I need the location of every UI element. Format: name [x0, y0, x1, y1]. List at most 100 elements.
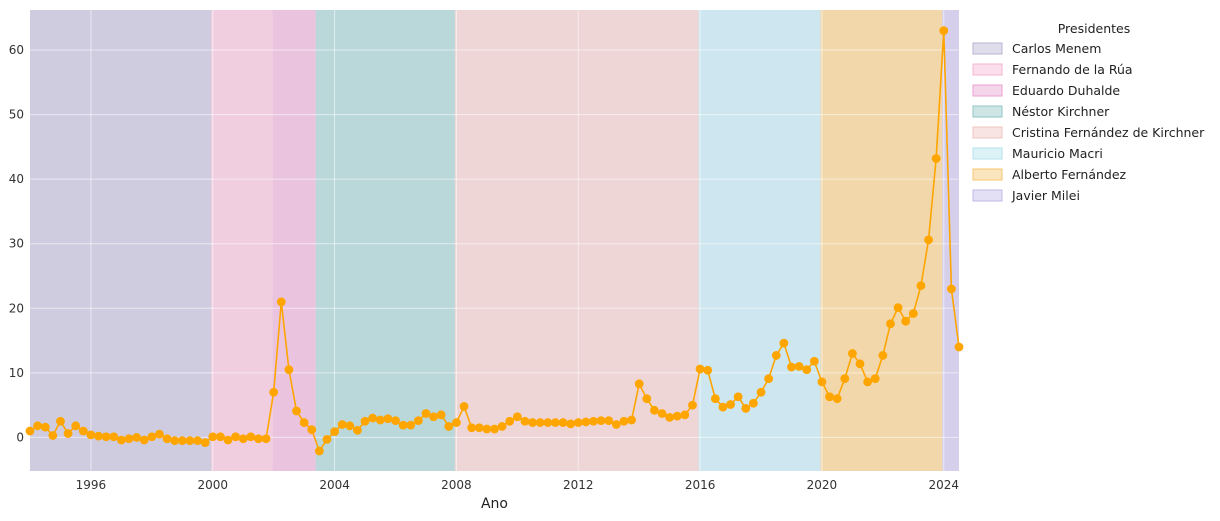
- legend-swatch-1: [972, 63, 1003, 76]
- x-axis-ticks: 1996 2000 2004 2008 2012 2016 2020 2024: [76, 478, 959, 492]
- data-point-74: [589, 416, 598, 426]
- x-tick-label-7: 2024: [928, 478, 959, 492]
- data-point-17: [155, 429, 164, 439]
- data-point-41: [337, 420, 347, 429]
- x-tick-label-3: 2008: [441, 478, 472, 492]
- data-point-21: [185, 436, 195, 446]
- data-point-65: [520, 416, 530, 426]
- data-point-84: [665, 413, 675, 422]
- data-point-30: [254, 434, 263, 444]
- data-point-78: [619, 416, 629, 426]
- data-point-92: [726, 400, 735, 409]
- data-point-98: [771, 351, 781, 360]
- data-point-105: [825, 392, 834, 402]
- data-point-66: [528, 418, 537, 427]
- data-point-37: [307, 425, 317, 435]
- data-point-96: [756, 387, 766, 397]
- data-point-1: [33, 421, 43, 431]
- y-tick-label-6: 60: [9, 43, 24, 57]
- data-point-70: [558, 418, 568, 427]
- data-point-45: [368, 413, 378, 423]
- data-point-63: [505, 416, 515, 426]
- data-point-64: [512, 412, 522, 422]
- data-point-113: [886, 319, 895, 329]
- period-6: [820, 10, 943, 471]
- legend-swatch-4: [972, 126, 1003, 139]
- data-point-5: [63, 429, 73, 438]
- data-point-43: [353, 425, 362, 435]
- period-3: [315, 10, 455, 471]
- data-point-79: [627, 415, 636, 425]
- data-point-53: [429, 412, 438, 422]
- data-point-26: [223, 435, 233, 445]
- data-point-101: [794, 362, 804, 371]
- data-point-99: [779, 338, 789, 348]
- data-point-86: [680, 410, 690, 420]
- data-point-55: [444, 422, 454, 431]
- data-point-91: [718, 402, 728, 412]
- legend: Presidentes Carlos Menem Fernando de la R…: [972, 21, 1205, 203]
- data-point-87: [688, 400, 697, 410]
- data-point-82: [650, 405, 659, 415]
- data-point-25: [215, 432, 225, 442]
- y-axis-ticks: 0 10 20 30 40 50 60: [9, 43, 24, 444]
- legend-entries: Carlos Menem Fernando de la Rúa Eduardo Du…: [972, 41, 1205, 203]
- data-point-112: [878, 351, 888, 360]
- data-point-73: [581, 417, 591, 427]
- data-point-120: [939, 26, 949, 36]
- data-point-89: [703, 365, 713, 375]
- legend-label-7: Javier Milei: [1011, 188, 1080, 203]
- legend-swatch-7: [972, 189, 1003, 202]
- data-point-18: [162, 434, 172, 444]
- data-point-51: [413, 416, 423, 426]
- x-tick-label-5: 2016: [685, 478, 716, 492]
- data-point-88: [695, 364, 705, 374]
- data-point-85: [672, 411, 682, 421]
- president-periods: [30, 10, 959, 471]
- data-point-61: [490, 424, 499, 434]
- data-point-2: [40, 422, 50, 432]
- y-tick-label-5: 50: [9, 108, 24, 122]
- y-tick-label-2: 20: [9, 301, 24, 315]
- data-point-104: [817, 377, 827, 387]
- data-point-36: [299, 418, 309, 427]
- data-point-103: [809, 356, 819, 366]
- data-point-81: [642, 394, 652, 404]
- data-point-100: [787, 362, 796, 372]
- data-point-27: [231, 432, 240, 442]
- data-point-12: [116, 435, 126, 445]
- data-point-90: [710, 394, 720, 404]
- data-point-76: [604, 416, 614, 426]
- data-point-24: [208, 432, 218, 442]
- x-tick-label-1: 2000: [197, 478, 228, 492]
- data-point-59: [474, 423, 484, 433]
- data-point-35: [292, 406, 301, 416]
- data-point-60: [482, 424, 492, 434]
- data-point-9: [94, 431, 103, 441]
- data-point-47: [383, 414, 393, 424]
- data-point-67: [535, 418, 545, 427]
- data-point-58: [467, 423, 477, 433]
- x-tick-label-4: 2012: [563, 478, 594, 492]
- data-point-80: [634, 379, 644, 389]
- data-point-62: [497, 422, 507, 431]
- data-point-44: [360, 416, 370, 426]
- y-tick-label-1: 10: [9, 366, 24, 380]
- legend-label-5: Mauricio Macri: [1012, 146, 1103, 161]
- data-point-32: [269, 387, 279, 397]
- data-point-68: [543, 418, 553, 427]
- data-point-95: [749, 398, 758, 408]
- data-point-102: [802, 365, 812, 375]
- data-point-29: [246, 432, 256, 442]
- data-point-49: [398, 420, 408, 430]
- data-point-54: [436, 410, 446, 420]
- y-tick-label-0: 0: [16, 430, 24, 444]
- data-point-23: [200, 438, 210, 447]
- data-point-118: [924, 235, 933, 245]
- data-point-40: [330, 427, 339, 437]
- data-point-48: [391, 416, 400, 426]
- data-point-69: [551, 418, 560, 427]
- data-point-15: [139, 435, 149, 445]
- legend-swatch-3: [972, 105, 1003, 118]
- data-point-71: [566, 419, 576, 429]
